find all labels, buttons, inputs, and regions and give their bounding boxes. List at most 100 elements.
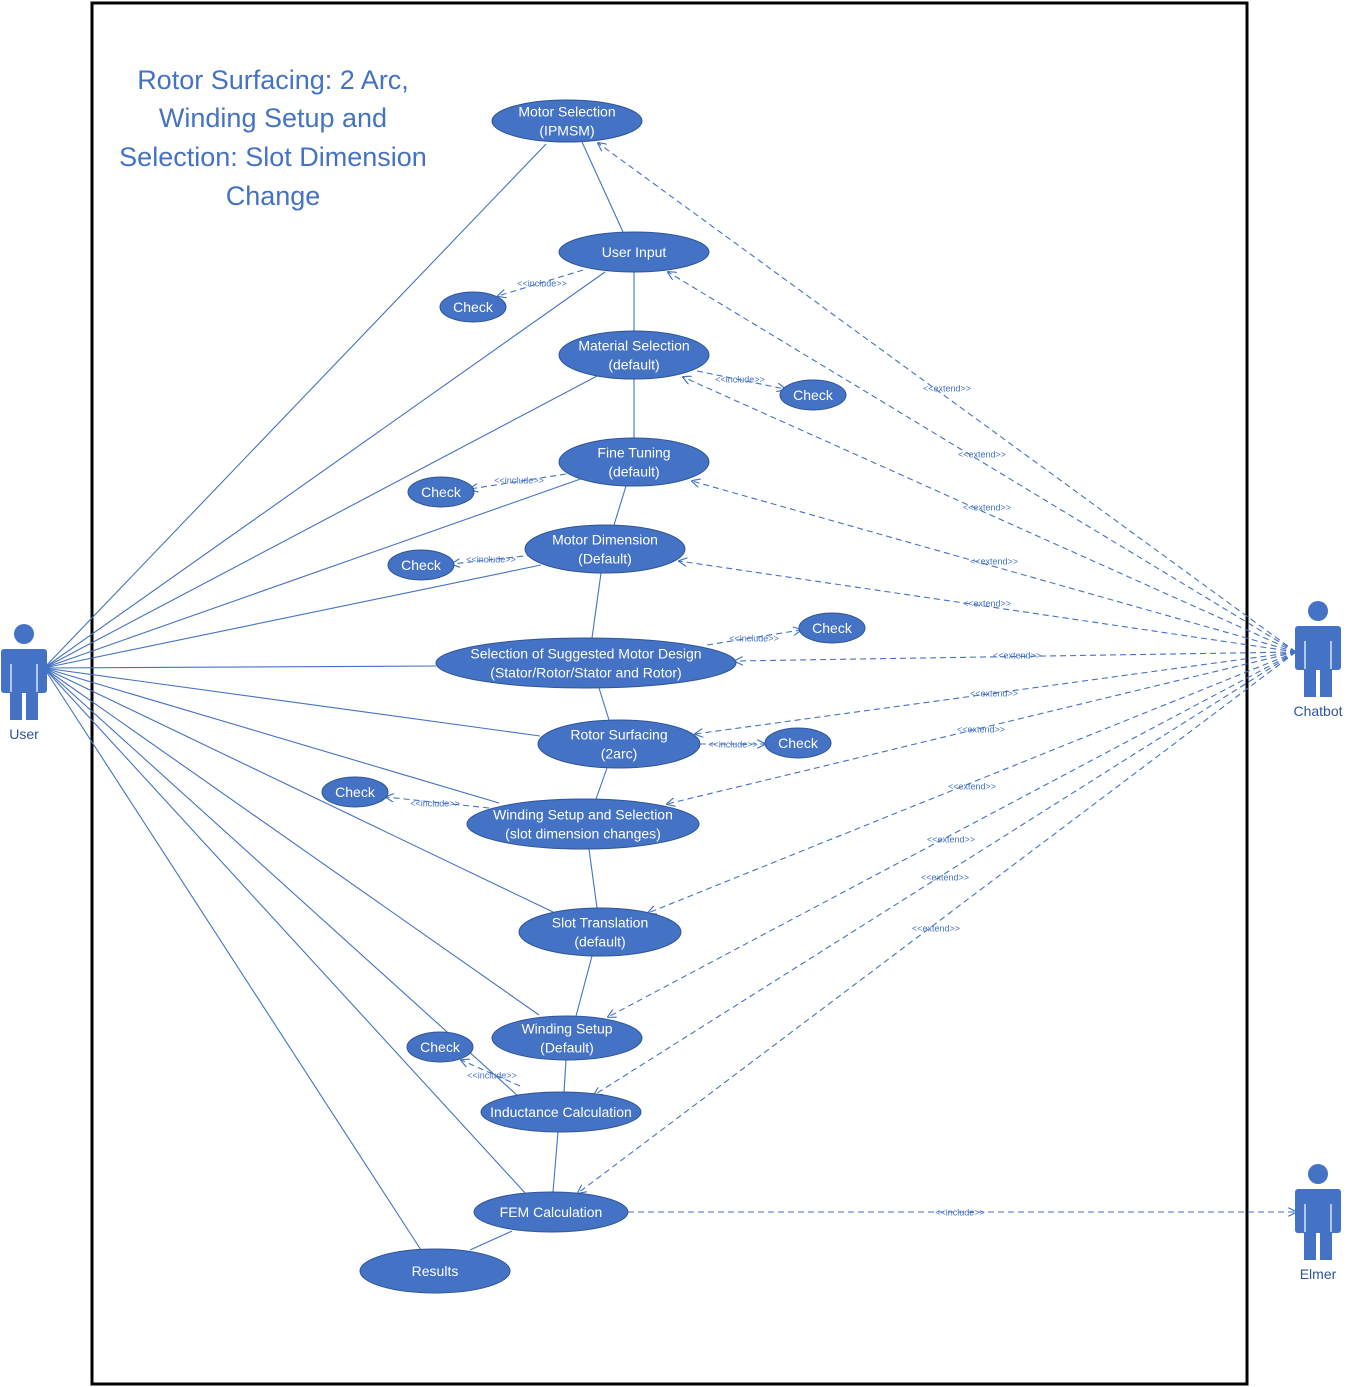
use-case-winding-setup[interactable]: Winding Setup (Default) xyxy=(491,1015,643,1061)
use-case-label: Check xyxy=(812,620,853,636)
use-case-label: (IPMSM) xyxy=(539,123,594,139)
extend-label: <<extend>> xyxy=(970,556,1018,566)
extend-label: <<extend>> xyxy=(912,923,960,933)
use-case-check-suggested[interactable]: Check xyxy=(798,612,866,644)
use-case-label: (Default) xyxy=(540,1040,594,1056)
flow-line xyxy=(595,767,608,800)
use-case-slot-translation[interactable]: Slot Translation (default) xyxy=(518,907,682,957)
use-case-shape xyxy=(537,719,701,769)
actor-leg-icon xyxy=(10,692,22,720)
extend-arrow xyxy=(692,481,1297,653)
actor-user[interactable]: User xyxy=(1,624,47,742)
flow-line xyxy=(552,1131,559,1193)
association-line-rotor-surfacing xyxy=(43,667,541,737)
use-case-check-fine-tuning[interactable]: Check xyxy=(407,476,475,508)
use-case-fem[interactable]: FEM Calculation xyxy=(473,1191,629,1233)
actor-head-icon xyxy=(1308,1164,1328,1184)
actor-label: Elmer xyxy=(1300,1266,1337,1282)
use-case-motor-selection[interactable]: Motor Selection (IPMSM) xyxy=(491,99,643,143)
include-label: <<include>> xyxy=(729,633,779,643)
use-case-inductance[interactable]: Inductance Calculation xyxy=(480,1091,642,1133)
use-case-label: (Default) xyxy=(578,551,632,567)
include-arrow xyxy=(461,1060,521,1087)
association-line-winding-setup-selection xyxy=(43,667,500,804)
title-line: Change xyxy=(226,181,321,211)
use-case-label: Check xyxy=(335,784,376,800)
use-case-shape xyxy=(779,379,847,411)
association-line-material-selection xyxy=(43,375,598,669)
use-case-fine-tuning[interactable]: Fine Tuning (default) xyxy=(558,437,710,487)
title-line: Rotor Surfacing: 2 Arc, xyxy=(137,65,409,95)
use-case-shape xyxy=(558,231,710,273)
dependency-labels: <<include>> <<include>> <<include>> <<inclu… xyxy=(410,278,1041,1217)
include-arrow xyxy=(386,797,490,809)
use-case-check-motor-dimension[interactable]: Check xyxy=(387,549,455,581)
association-line-suggested-design xyxy=(43,665,437,669)
extend-arrow xyxy=(695,651,1297,734)
use-case-check-rotor[interactable]: Check xyxy=(764,727,832,759)
dependency-lines xyxy=(386,143,1296,1212)
extend-arrow xyxy=(594,651,1297,1095)
use-case-label: Check xyxy=(420,1039,461,1055)
use-case-label: Check xyxy=(793,387,834,403)
title-line: Winding Setup and xyxy=(159,103,387,133)
flow-line xyxy=(613,485,627,526)
actor-leg-icon xyxy=(1320,669,1332,697)
include-arrow xyxy=(696,370,785,389)
actor-head-icon xyxy=(1308,601,1328,621)
actors: User Chatbot Elmer xyxy=(1,601,1343,1282)
extend-label: <<extend>> xyxy=(948,781,996,791)
association-line-fine-tuning xyxy=(43,475,590,669)
use-case-shape xyxy=(407,476,475,508)
extend-label: <<extend>> xyxy=(923,383,971,393)
use-case-results[interactable]: Results xyxy=(359,1248,511,1294)
association-lines xyxy=(43,143,606,1251)
use-case-check-material[interactable]: Check xyxy=(779,379,847,411)
use-case-shape xyxy=(406,1031,474,1063)
extend-arrow xyxy=(735,651,1297,661)
include-label: <<include>> xyxy=(467,1070,517,1080)
extend-arrow xyxy=(668,272,1297,653)
use-case-label: User Input xyxy=(602,244,667,260)
actor-elmer[interactable]: Elmer xyxy=(1295,1164,1341,1282)
extend-arrow xyxy=(683,377,1297,653)
extend-label: <<extend>> xyxy=(963,598,1011,608)
association-line-slot-translation xyxy=(43,667,554,913)
extend-label: <<extend>> xyxy=(957,724,1005,734)
actor-leg-icon xyxy=(1304,669,1316,697)
use-case-suggested-design[interactable]: Selection of Suggested Motor Design (Stat… xyxy=(435,637,737,689)
flow-line xyxy=(581,141,624,233)
association-line-results xyxy=(43,667,422,1251)
use-case-shape xyxy=(435,637,737,689)
use-case-check-user-input[interactable]: Check xyxy=(439,291,507,323)
system-boundary xyxy=(90,1,1249,1386)
include-label: <<include>> xyxy=(715,374,765,384)
use-case-shape xyxy=(558,437,710,487)
use-case-check-inductance[interactable]: Check xyxy=(406,1031,474,1063)
use-case-shape xyxy=(558,330,710,380)
actor-chatbot[interactable]: Chatbot xyxy=(1293,601,1343,719)
include-label: <<include>> xyxy=(935,1207,985,1217)
association-line-motor-selection xyxy=(43,143,547,669)
flow-line xyxy=(588,848,598,909)
use-case-material-selection[interactable]: Material Selection (default) xyxy=(558,330,710,380)
association-line-user-input xyxy=(43,271,606,669)
flow-line xyxy=(591,572,602,639)
use-case-rotor-surfacing[interactable]: Rotor Surfacing (2arc) xyxy=(537,719,701,769)
use-case-shape xyxy=(518,907,682,957)
title-line: Selection: Slot Dimension xyxy=(119,142,427,172)
use-case-shape xyxy=(321,776,389,808)
use-case-label: FEM Calculation xyxy=(500,1204,603,1220)
actor-leg-icon xyxy=(1304,1232,1316,1260)
use-case-shape xyxy=(491,99,643,143)
extend-label: <<extend>> xyxy=(921,872,969,882)
extend-arrow xyxy=(598,143,1297,653)
use-case-motor-dimension[interactable]: Motor Dimension (Default) xyxy=(524,524,686,574)
use-case-check-winding[interactable]: Check xyxy=(321,776,389,808)
use-case-user-input[interactable]: User Input xyxy=(558,231,710,273)
actor-head-icon xyxy=(14,624,34,644)
use-case-winding-setup-selection[interactable]: Winding Setup and Selection (slot dimensi… xyxy=(466,798,700,850)
extend-label: <<extend>> xyxy=(993,650,1041,660)
use-case-label: (default) xyxy=(608,357,659,373)
